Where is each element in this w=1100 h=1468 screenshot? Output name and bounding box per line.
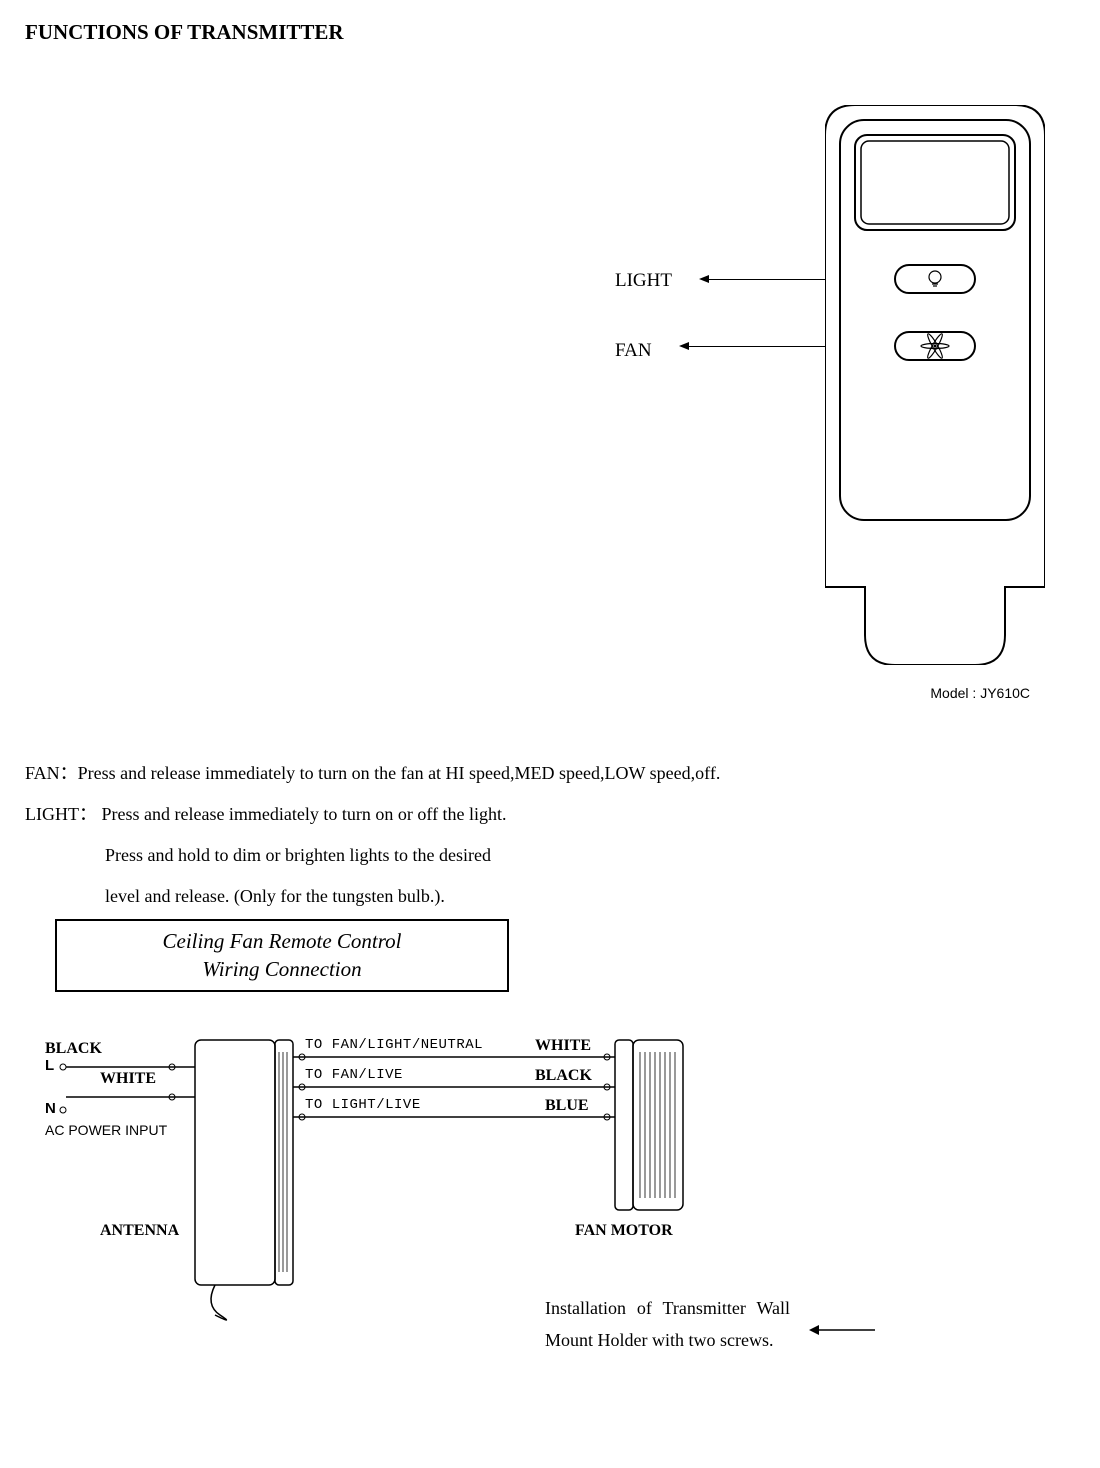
label-light: LIGHT <box>615 270 672 292</box>
arrow-fan-head <box>679 342 689 350</box>
wiring-title-box: Ceiling Fan Remote Control Wiring Connec… <box>55 919 509 992</box>
transmitter-figure: LIGHT FAN <box>25 85 1075 725</box>
instruction-light-3: level and release. (Only for the tungste… <box>25 878 1075 914</box>
arrow-light <box>705 279 825 280</box>
section-title: FUNCTIONS OF TRANSMITTER <box>25 20 1075 45</box>
wiring-title-line1: Ceiling Fan Remote Control <box>67 927 497 955</box>
arrow-light-head <box>699 275 709 283</box>
instruction-light-2: Press and hold to dim or brighten lights… <box>25 837 1075 873</box>
install-note-text: Installation of Transmitter Wall Mount H… <box>545 1298 790 1350</box>
install-note: Installation of Transmitter Wall Mount H… <box>545 1292 790 1357</box>
install-arrow <box>805 1320 875 1340</box>
remote-drawing <box>825 105 1045 665</box>
model-label: Model : JY610C <box>930 685 1030 701</box>
label-fan: FAN <box>615 340 652 362</box>
wiring-title-line2: Wiring Connection <box>67 955 497 983</box>
arrow-fan <box>685 346 825 347</box>
instruction-fan: FAN：Press and release immediately to tur… <box>25 755 1075 791</box>
instruction-light-1: LIGHT： Press and release immediately to … <box>25 796 1075 832</box>
